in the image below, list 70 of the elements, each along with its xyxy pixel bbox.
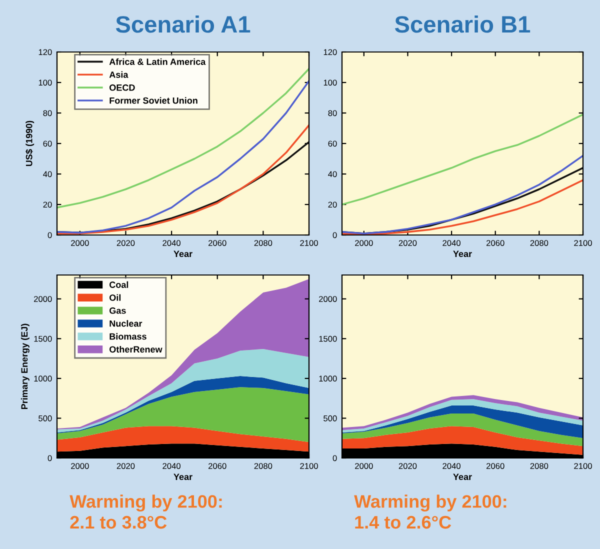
x-tick-label: 2100 <box>574 240 592 246</box>
chart-title: Scenario B1 <box>394 15 530 33</box>
y-tick-label: 500 <box>324 415 337 422</box>
x-tick-label: 2040 <box>442 240 460 246</box>
legend-label: Nuclear <box>110 320 142 327</box>
x-tick-label: 2020 <box>116 463 135 469</box>
y-tick-label: 20 <box>328 202 337 208</box>
y-tick-label: 100 <box>324 80 337 86</box>
y-tick-label: 80 <box>328 110 337 116</box>
x-tick-label: 2040 <box>162 463 180 469</box>
legend-label: Former Soviet Union <box>110 97 198 104</box>
y-tick-label: 60 <box>43 140 52 147</box>
x-tick-label: 2100 <box>574 463 592 469</box>
y-axis-title: US$ (1990) <box>25 120 34 166</box>
x-tick-label: 2080 <box>254 463 272 469</box>
text: Warming by 2100: 1.4 to 2.6°C <box>354 494 506 529</box>
chart-title: Scenario A1 <box>116 15 250 33</box>
y-tick-label: 80 <box>43 110 52 116</box>
legend-label: OtherRenew <box>110 346 162 353</box>
x-axis-title: Year <box>453 474 472 480</box>
y-tick-label: 1000 <box>319 376 337 382</box>
x-tick-label: 2000 <box>71 240 89 246</box>
y-tick-label: 0 <box>48 455 52 462</box>
text: Warming by 2100: 2.1 to 3.8°C <box>70 494 222 529</box>
y-tick-label: 0 <box>332 455 337 462</box>
x-tick-label: 2000 <box>355 463 373 469</box>
x-tick-label: 2080 <box>530 463 548 469</box>
y-tick-label: 60 <box>328 140 337 147</box>
x-axis-title: Year <box>174 474 192 480</box>
legend-label: Asia <box>109 71 128 78</box>
x-tick-label: 2000 <box>355 240 373 246</box>
y-tick-label: 2000 <box>319 296 337 302</box>
line-series <box>57 68 309 208</box>
x-tick-label: 2080 <box>254 240 272 246</box>
x-tick-label: 2100 <box>300 463 318 469</box>
x-tick-label: 2060 <box>486 240 504 246</box>
x-tick-label: 2040 <box>162 240 180 246</box>
y-tick-label: 40 <box>328 171 337 178</box>
x-tick-label: 2100 <box>300 240 318 246</box>
x-tick-label: 2020 <box>116 240 135 246</box>
x-tick-label: 2000 <box>71 463 89 469</box>
legend-label: Biomass <box>110 333 146 340</box>
y-tick-label: 120 <box>324 49 337 56</box>
x-axis-title: Year <box>453 250 472 258</box>
x-tick-label: 2020 <box>398 463 417 469</box>
y-tick-label: 2000 <box>34 296 52 302</box>
line-series <box>342 114 583 206</box>
y-tick-label: 1000 <box>34 376 52 382</box>
y-tick-label: 20 <box>43 202 52 208</box>
legend-label: Coal <box>110 281 128 288</box>
y-tick-label: 40 <box>43 171 52 178</box>
x-tick-label: 2060 <box>208 463 226 469</box>
x-tick-label: 2020 <box>398 240 417 246</box>
legend-label: Gas <box>110 307 126 314</box>
legend-label: Oil <box>110 294 121 301</box>
legend-label: Africa & Latin America <box>109 58 206 65</box>
x-tick-label: 2060 <box>486 463 504 469</box>
x-axis-title: Year <box>174 250 192 258</box>
legend-label: OECD <box>110 84 135 91</box>
y-axis-title: Primary Energy (EJ) <box>20 324 30 410</box>
y-tick-label: 0 <box>48 232 52 238</box>
x-tick-label: 2060 <box>208 240 226 246</box>
y-tick-label: 100 <box>38 80 52 86</box>
y-tick-label: 500 <box>38 415 52 422</box>
y-tick-label: 0 <box>332 232 337 238</box>
x-tick-label: 2040 <box>442 463 460 469</box>
y-tick-label: 1500 <box>34 336 52 342</box>
y-tick-label: 1500 <box>319 336 337 342</box>
x-tick-label: 2080 <box>530 240 548 246</box>
y-tick-label: 120 <box>38 49 52 56</box>
